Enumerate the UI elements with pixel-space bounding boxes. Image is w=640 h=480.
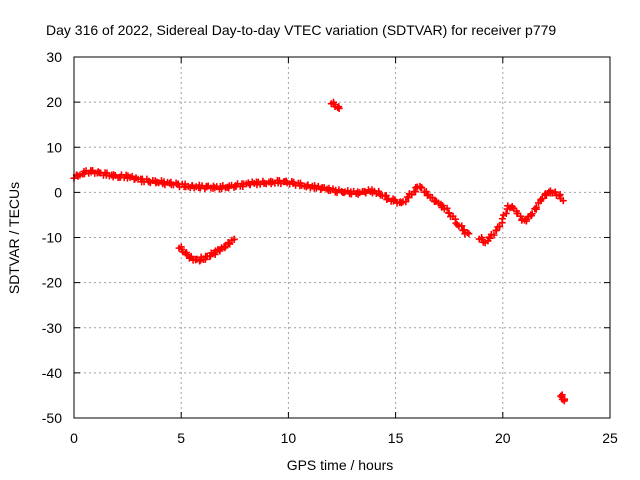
data-point (492, 226, 500, 234)
y-tick-label: 0 (54, 184, 62, 200)
data-point (458, 222, 466, 230)
y-tick-label: 30 (46, 49, 62, 65)
data-point (465, 230, 473, 238)
x-tick-label: 0 (70, 430, 78, 446)
data-point (418, 184, 426, 192)
data-point (463, 229, 471, 237)
data-point (532, 203, 540, 211)
plot-area (70, 98, 569, 405)
data-point (445, 209, 453, 217)
x-tick-label: 25 (602, 430, 618, 446)
x-axis-label: GPS time / hours (287, 457, 394, 473)
y-tick-label: -50 (42, 410, 62, 426)
series-arc-low (175, 235, 238, 265)
x-tick-label: 10 (281, 430, 297, 446)
data-point (498, 215, 506, 223)
y-tick-label: 10 (46, 139, 62, 155)
data-point (559, 197, 567, 205)
data-point (389, 197, 397, 205)
data-point (334, 103, 342, 111)
data-point (196, 257, 204, 265)
data-point (560, 397, 568, 405)
data-point (428, 194, 436, 202)
series-short-segment-high (327, 98, 343, 112)
x-tick-label: 15 (388, 430, 404, 446)
data-point (496, 222, 504, 230)
data-point (443, 204, 451, 212)
y-tick-label: 20 (46, 94, 62, 110)
grid-lines (74, 57, 610, 418)
data-point (538, 194, 546, 202)
data-point (222, 242, 230, 250)
x-tick-labels: 0 5 10 15 20 25 (70, 430, 618, 446)
tick-marks (73, 56, 611, 419)
y-axis-label: SDTVAR / TECUs (6, 182, 22, 294)
data-point (486, 234, 494, 242)
y-tick-label: -10 (42, 230, 62, 246)
series-main-track (70, 166, 473, 238)
series-track-right (475, 187, 567, 247)
data-point (398, 199, 406, 207)
chart-title: Day 316 of 2022, Sidereal Day-to-day VTE… (46, 22, 556, 38)
x-tick-label: 5 (177, 430, 185, 446)
data-point (230, 235, 238, 243)
data-point (402, 198, 410, 206)
y-tick-label: -20 (42, 275, 62, 291)
data-point (537, 196, 545, 204)
data-point (528, 210, 536, 218)
data-point (502, 209, 510, 217)
data-point (490, 231, 498, 239)
data-point (551, 188, 559, 196)
series-short-segment-low (557, 391, 569, 405)
data-point (335, 104, 343, 112)
y-tick-labels: 30 20 10 0 -10 -20 -30 -40 -50 (42, 49, 62, 426)
y-tick-label: -30 (42, 320, 62, 336)
y-tick-label: -40 (42, 365, 62, 381)
x-tick-label: 20 (495, 430, 511, 446)
